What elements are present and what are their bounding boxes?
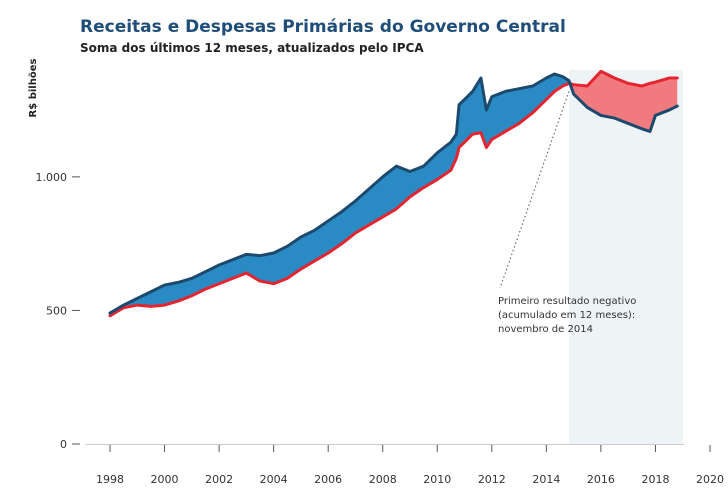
annotation-text: (acumulado em 12 meses): <box>498 310 635 321</box>
x-tick-label: 2000 <box>151 473 179 486</box>
y-tick-label: 0 <box>60 438 67 451</box>
surplus-area <box>110 74 571 316</box>
x-tick-label: 2018 <box>641 473 669 486</box>
deficit-area <box>570 71 678 132</box>
chart-title: Receitas e Despesas Primárias do Governo… <box>80 17 566 37</box>
x-ticks: 1998 2000 2002 2004 2006 2008 2010 2012 2014 2016… <box>96 445 724 486</box>
x-tick-label: 1998 <box>96 473 124 486</box>
area-fills <box>110 71 678 316</box>
y-tick-label: 1.000 <box>36 171 68 184</box>
chart-subtitle: Soma dos últimos 12 meses, atualizados p… <box>80 41 424 55</box>
annotation-text: Primeiro resultado negativo <box>498 296 636 307</box>
y-ticks: 0 500 1.000 <box>36 171 80 451</box>
annotation: Primeiro resultado negativo (acumulado em… <box>498 296 636 335</box>
x-tick-label: 2002 <box>205 473 233 486</box>
series-lines <box>108 69 679 318</box>
annotation-leader-line <box>499 91 570 289</box>
x-tick-label: 2012 <box>478 473 506 486</box>
x-tick-label: 2016 <box>587 473 615 486</box>
despesas-line <box>108 69 679 318</box>
x-tick-label: 2006 <box>314 473 342 486</box>
shaded-period <box>569 70 683 444</box>
receitas-line <box>108 72 679 315</box>
x-tick-label: 2014 <box>532 473 560 486</box>
y-axis-label: R$ bilhões <box>28 59 39 118</box>
x-tick-label: 2010 <box>423 473 451 486</box>
y-tick-label: 500 <box>46 304 67 317</box>
x-tick-label: 2004 <box>260 473 288 486</box>
x-tick-label: 2020 <box>696 473 724 486</box>
annotation-text: novembro de 2014 <box>498 324 593 335</box>
x-tick-label: 2008 <box>369 473 397 486</box>
